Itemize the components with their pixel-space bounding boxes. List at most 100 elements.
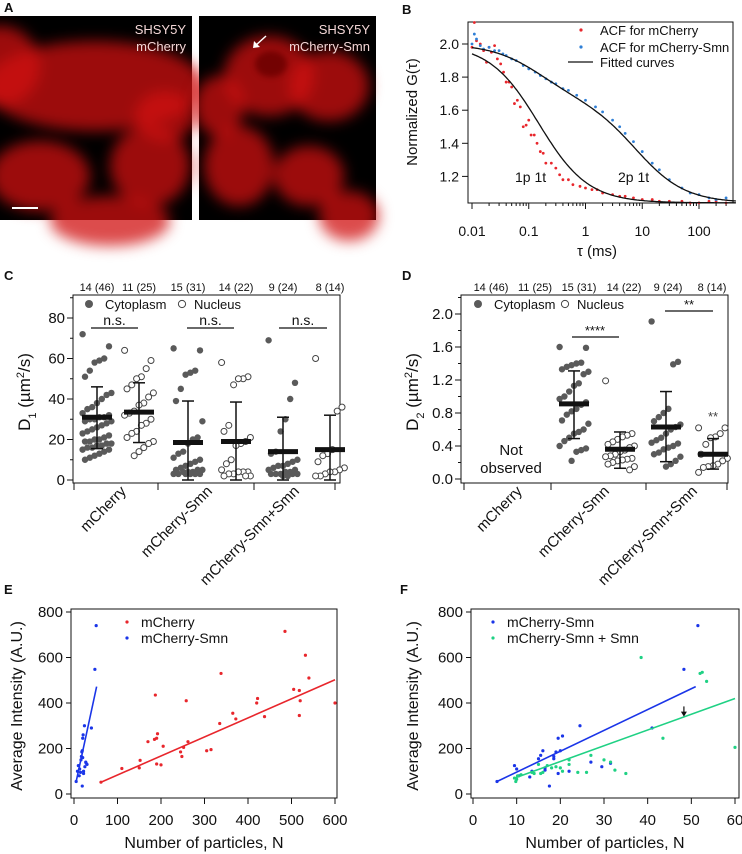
not-observed-label: observed (480, 460, 542, 477)
acf-mcherry-point (472, 21, 476, 24)
cytoplasm-point (670, 361, 677, 368)
nucleus-point (695, 424, 703, 432)
cell-signal (194, 36, 379, 241)
data-point (536, 757, 541, 761)
cytoplasm-point (667, 460, 674, 468)
cytoplasm-point (272, 470, 279, 478)
cytoplasm-point (192, 458, 199, 465)
data-point (153, 693, 157, 697)
panel-letter: C (4, 268, 14, 283)
cytoplasm-point (660, 446, 667, 453)
cytoplasm-point (196, 347, 204, 354)
panel-letter: E (4, 582, 13, 597)
nucleus-point (719, 457, 727, 465)
data-point (77, 774, 81, 778)
legend-marker-filled (85, 300, 93, 308)
y-tick-label: 1.8 (440, 69, 460, 85)
data-point (81, 769, 86, 773)
data-point (539, 753, 543, 757)
data-point (547, 784, 552, 788)
y-axis-label-part: 2 (415, 412, 427, 418)
acf-mcherry-point (632, 196, 635, 200)
nucleus-point (695, 468, 703, 476)
cytoplasm-point (677, 453, 684, 460)
cytoplasm-point (86, 454, 94, 461)
y-axis-label: D1 (µm2/s) (15, 353, 39, 431)
acf-mcherry-point (584, 186, 587, 190)
y-tick-label: 0 (57, 472, 65, 489)
x-tick-label: 10 (508, 812, 525, 829)
data-point (297, 713, 301, 718)
acf-mcherry-point (499, 62, 503, 66)
legend-label: mCherry (141, 614, 195, 630)
cytoplasm-point (665, 405, 672, 413)
cell (50, 196, 170, 246)
data-point (137, 766, 141, 770)
data-point (205, 749, 209, 753)
fit-line (75, 686, 98, 782)
data-point (589, 760, 593, 764)
nucleus-point (604, 440, 612, 448)
cytoplasm-point (585, 420, 592, 427)
nucleus-point (234, 375, 242, 383)
nucleus-point (602, 453, 610, 461)
cytoplasm-point (81, 373, 89, 380)
x-tick-label: 0 (70, 812, 78, 829)
x-axis-label: τ (ms) (577, 243, 617, 260)
data-point (218, 721, 222, 726)
cytoplasm-point (170, 345, 177, 352)
x-tick-label: 20 (552, 812, 569, 829)
acf-mcherry-point (513, 102, 516, 105)
cytoplasm-point (108, 440, 115, 447)
legend-marker (579, 45, 583, 49)
cytoplasm-point (277, 428, 284, 435)
cytoplasm-point (194, 434, 201, 441)
cytoplasm-point (187, 460, 194, 467)
acf-mcherry-point (527, 118, 531, 122)
cytoplasm-point (105, 343, 113, 350)
cytoplasm-point (556, 442, 563, 450)
nucleus-point (147, 357, 155, 365)
fit-line (514, 697, 736, 779)
cytoplasm-point (566, 388, 573, 395)
y-tick-label: 1.6 (432, 339, 453, 356)
cell (0, 26, 40, 106)
legend-label: Cytoplasm (105, 297, 166, 312)
cytoplasm-point (580, 371, 587, 378)
arrow-icon (253, 41, 260, 48)
arrow-icon (680, 711, 687, 717)
x-tick-label: 100 (687, 223, 711, 239)
cytoplasm-point (96, 357, 103, 364)
curve-annotation: 2p 1t (618, 169, 649, 185)
nucleus-point (128, 429, 136, 437)
cytoplasm-point (105, 432, 113, 439)
legend-label: Nucleus (194, 297, 241, 312)
acf-smn-point (657, 168, 661, 172)
x-axis-label: Number of particles, N (124, 835, 283, 852)
data-point (705, 679, 709, 683)
cytoplasm-point (561, 437, 568, 445)
data-point (700, 670, 704, 674)
legend-label: mCherry-Smn + Smn (507, 630, 639, 646)
data-point (85, 762, 89, 767)
data-point (297, 688, 301, 693)
cytoplasm-point (101, 448, 108, 455)
cytoplasm-point (573, 405, 580, 413)
cytoplasm-point (294, 456, 301, 463)
nucleus-point (242, 472, 250, 480)
cytoplasm-point (653, 437, 660, 444)
image-label: mCherry-Smn (289, 39, 370, 54)
nucleus-point (218, 359, 226, 367)
data-point (567, 769, 571, 773)
data-point (93, 667, 97, 671)
data-point (78, 770, 83, 774)
plot-frame (467, 21, 734, 204)
cytoplasm-point (98, 395, 106, 403)
cytoplasm-point (558, 366, 566, 373)
data-point (567, 762, 571, 767)
cytoplasm-point (175, 450, 182, 457)
acf-mcherry-point (623, 194, 627, 198)
acf-smn-point (623, 131, 627, 135)
nucleus-point (602, 377, 610, 385)
data-point (81, 733, 85, 737)
